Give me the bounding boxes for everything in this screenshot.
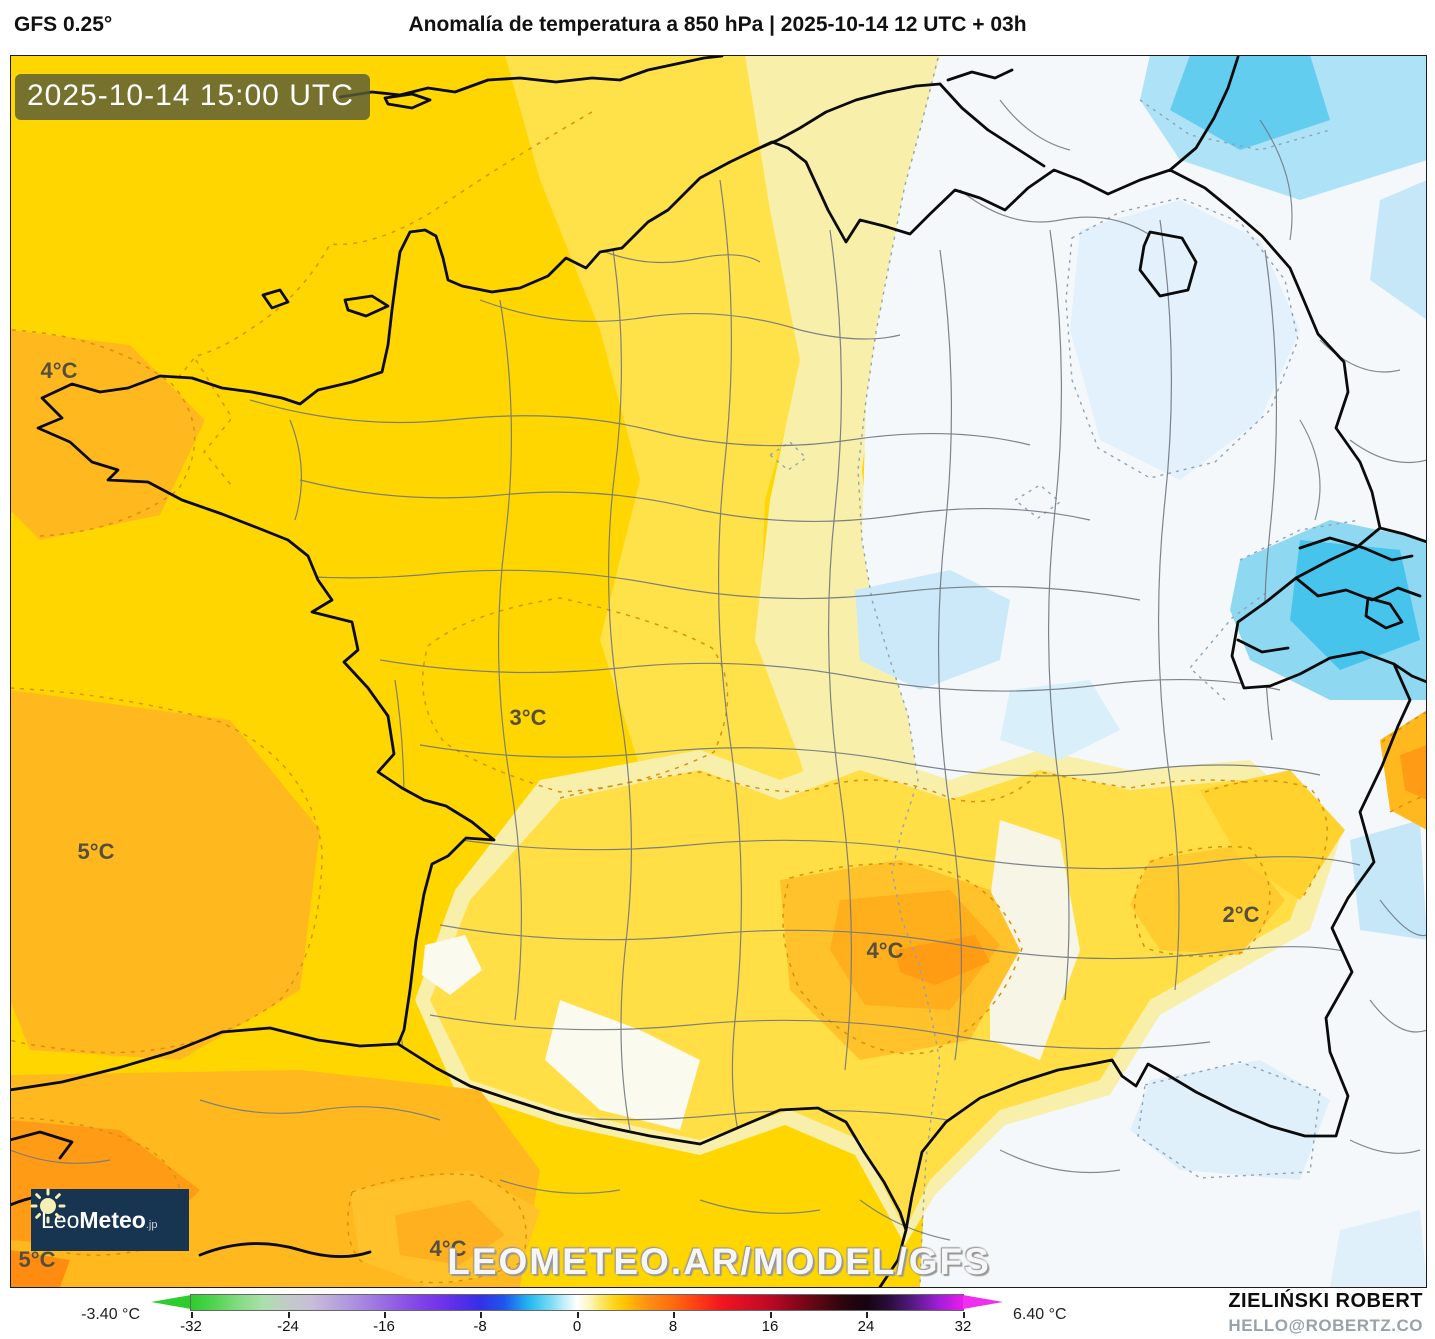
region-label-pyrenees: 4°C — [429, 1236, 467, 1261]
region-label-brittany: 4°C — [40, 358, 78, 383]
credits: ZIELIŃSKI ROBERT HELLO@ROBERTZ.CO — [1228, 1290, 1423, 1336]
colorbar-tick-label: 32 — [954, 1318, 972, 1335]
positive-anomaly-contours — [11, 110, 1426, 1283]
colorbar-tick — [866, 1312, 868, 1318]
region-label-southwest-corner: 5°C — [18, 1247, 56, 1272]
colorbar-tick-label: 16 — [761, 1318, 779, 1335]
logo-text-bold: Meteo — [79, 1206, 146, 1233]
colorbar-tick — [384, 1312, 386, 1318]
region-label-massif: 4°C — [866, 938, 904, 963]
foreign-borders — [11, 99, 1426, 1241]
page-title: Anomalía de temperatura a 850 hPa | 2025… — [408, 13, 1027, 36]
colorbar-tick-label: -8 — [473, 1318, 487, 1335]
colorbar: -3.40 °C 6.40 °C -32 -24 -16 -8 0 8 16 2… — [0, 1288, 1435, 1339]
author-contact: HELLO@ROBERTZ.CO — [1228, 1316, 1423, 1335]
author-name: ZIELIŃSKI ROBERT — [1228, 1290, 1423, 1312]
colorbar-tick — [673, 1312, 675, 1318]
region-label-center-west: 3°C — [509, 705, 547, 730]
watermark: LEOMETEO.AR/MODEL/GFS — [447, 1241, 991, 1282]
colorbar-tick — [480, 1312, 482, 1318]
colorbar-tick — [577, 1312, 579, 1318]
model-label: GFS 0.25° — [14, 13, 113, 36]
colorbar-tick — [288, 1312, 290, 1318]
logo-suffix: .jp — [145, 1218, 158, 1231]
department-borders — [179, 179, 1360, 1140]
colorbar-gradient — [191, 1295, 963, 1310]
leometeo-logo: LeoMeteo.jp — [30, 1188, 189, 1251]
colorbar-tick-label: 0 — [572, 1318, 582, 1335]
colorbar-tick — [963, 1312, 965, 1318]
colorbar-tick-label: 8 — [668, 1318, 678, 1335]
negative-anomaly-contours — [768, 57, 1360, 1285]
colorbar-tick-label: 24 — [857, 1318, 875, 1335]
region-label-atlantic: 5°C — [77, 839, 115, 864]
colorbar-tick-label: -32 — [180, 1318, 202, 1335]
colorbar-right-arrow — [963, 1295, 1003, 1309]
colorbar-tick — [770, 1312, 772, 1318]
logo-text: LeoMeteo.jp — [41, 1207, 157, 1234]
sun-icon — [30, 1188, 65, 1223]
colorbar-max-annotation: 6.40 °C — [1013, 1306, 1067, 1323]
colorbar-tick-label: -24 — [277, 1318, 299, 1335]
colorbar-tick — [191, 1312, 193, 1318]
timestamp-overlay: 2025-10-14 15:00 UTC — [15, 74, 370, 120]
colorbar-left-arrow — [151, 1295, 191, 1309]
colorbar-min-annotation: -3.40 °C — [81, 1306, 140, 1323]
colorbar-tick-label: -16 — [373, 1318, 395, 1335]
region-label-southeast: 2°C — [1222, 902, 1260, 927]
weather-map: 2025-10-14 15:00 UTC 4°C 5°C 3°C 4°C 2°C… — [10, 55, 1427, 1288]
map-canvas — [11, 56, 1426, 1287]
